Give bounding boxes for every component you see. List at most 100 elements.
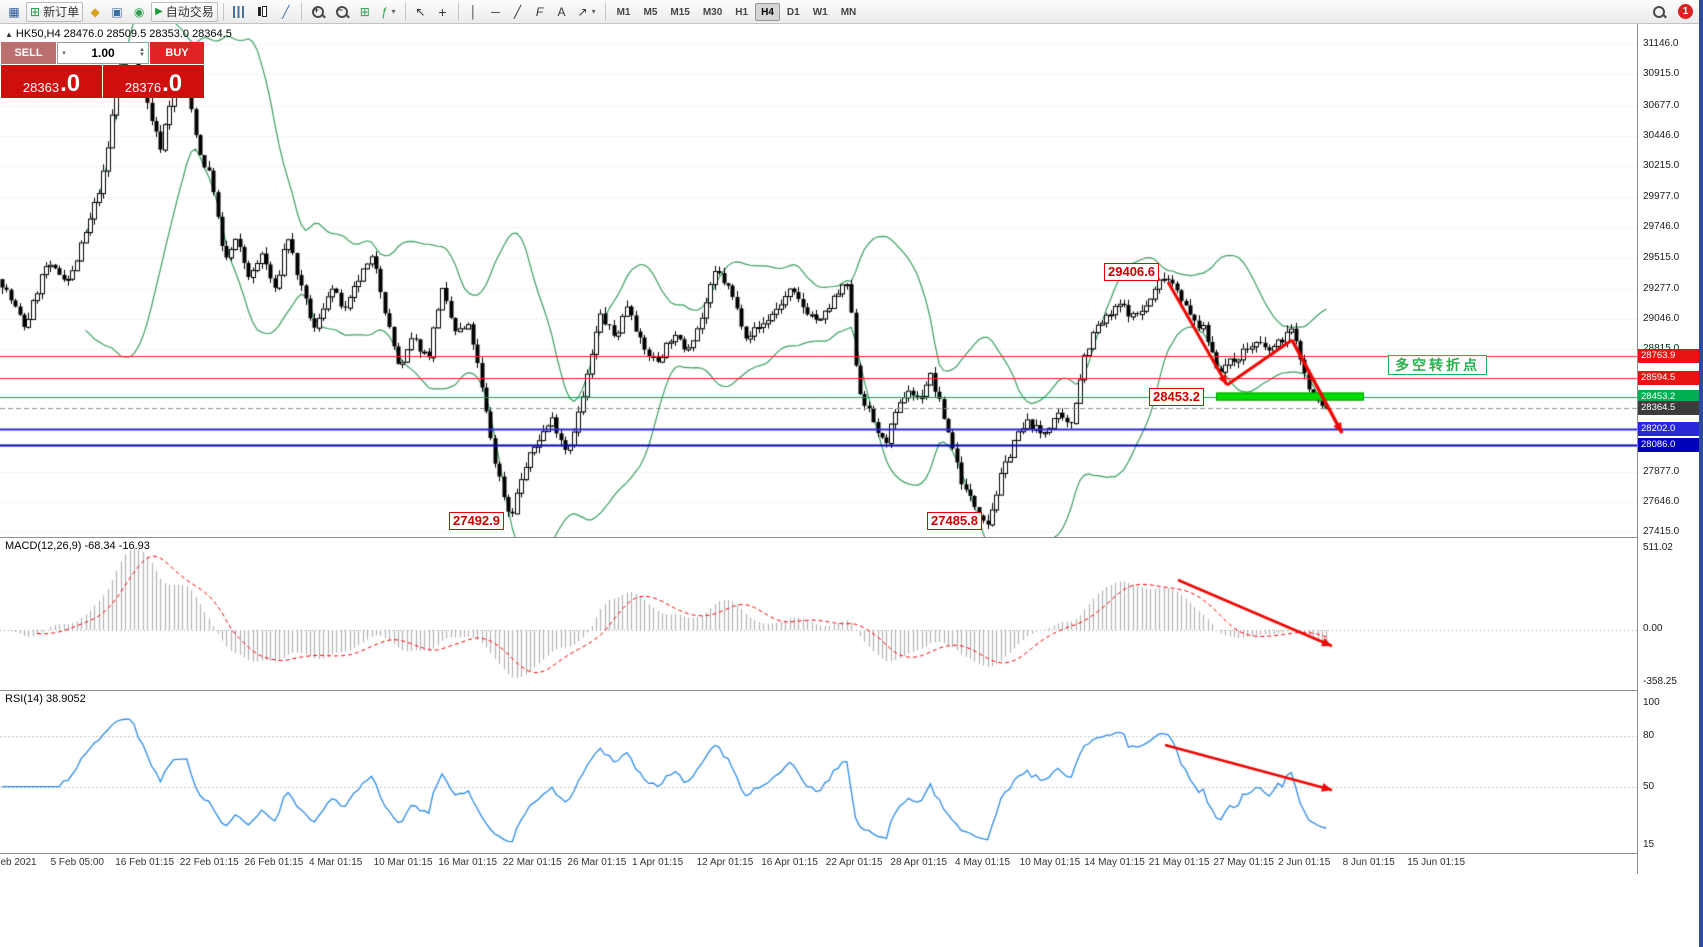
volume-dropdown-icon[interactable]: ▾ [62, 50, 66, 57]
fibonacci-tool-icon[interactable]: F [535, 4, 544, 19]
price-tick: 30915.0 [1643, 68, 1680, 80]
separator [300, 2, 302, 21]
crosshair-icon[interactable]: + [438, 3, 447, 20]
rsi-label: RSI(14) 38.9052 [5, 693, 86, 705]
one-click-trading-panel: SELL ▾ 1.00 ▲ ▼ BUY 28363 .0 28376 .0 [1, 42, 204, 98]
cursor-icon[interactable]: ↖ [415, 4, 426, 19]
timeframe-w1[interactable]: W1 [812, 6, 828, 18]
price-tick: 28815.0 [1643, 343, 1679, 354]
chart-window-icon[interactable]: ▦ [8, 4, 20, 19]
chart-annotation-march-low[interactable]: 27492.9 [449, 512, 504, 530]
time-axis[interactable]: 1 Feb 2021 5 Feb 05:00 16 Feb 01:15 22 Feb … [0, 854, 1637, 874]
time-label: 22 Mar 01:15 [502, 857, 562, 868]
spin-up-icon[interactable]: ▲ [139, 47, 145, 53]
text-tool-icon[interactable]: A [557, 4, 566, 19]
timeframe-h4[interactable]: H4 [755, 2, 780, 21]
axis-border [1637, 24, 1638, 874]
trendline-tool-icon[interactable]: ╱ [513, 4, 522, 19]
price-tick: 29515.0 [1643, 251, 1680, 263]
timeframe-m30[interactable]: M30 [702, 6, 723, 18]
macd-axis-value: 0.00 [1643, 623, 1663, 634]
timeframe-d1[interactable]: D1 [786, 6, 800, 18]
main-chart-canvas[interactable] [0, 24, 1637, 537]
price-axis[interactable]: 31146.0 30915.0 30677.0 30446.0 30215.0 29977… [1638, 24, 1703, 874]
time-label: 1 Feb 2021 [0, 857, 37, 868]
zoom-in-icon[interactable]: + [307, 2, 329, 22]
time-label: 28 Apr 01:15 [890, 857, 948, 868]
time-label: 12 Apr 01:15 [696, 857, 754, 868]
rsi-axis-value: 50 [1643, 780, 1655, 792]
price-tick: 30677.0 [1643, 99, 1680, 111]
rsi-panel-canvas[interactable] [0, 691, 1637, 853]
autotrade-button[interactable]: ▶ 自动交易 [151, 1, 218, 22]
panel-separator[interactable] [0, 537, 1703, 538]
timeframe-bar: M1 M5 M15 M30 H1 H4 D1 W1 MN [611, 2, 863, 21]
spin-down-icon[interactable]: ▼ [139, 52, 145, 58]
price-tag: 28202.0 [1638, 422, 1702, 437]
window-edge [1699, 0, 1703, 947]
price-tag: 28086.0 [1638, 437, 1702, 452]
price-tick: 27877.0 [1643, 465, 1680, 477]
autotrade-label: 自动交易 [165, 5, 214, 19]
symbol-ohlc-info: ▲ HK50,H4 28476.0 28509.5 28353.0 28364.5 [5, 28, 232, 40]
timeframe-m5[interactable]: M5 [643, 6, 658, 18]
chart-annotation-may-low[interactable]: 27485.8 [927, 512, 982, 530]
volume-stepper[interactable]: ▾ 1.00 ▲ ▼ [57, 42, 149, 64]
panel-separator[interactable] [0, 690, 1703, 691]
volume-value[interactable]: 1.00 [91, 46, 115, 60]
vline-tool-icon[interactable]: │ [469, 4, 478, 19]
timeframe-m15[interactable]: M15 [670, 6, 690, 18]
separator [604, 2, 606, 21]
time-label: 26 Feb 01:15 [244, 857, 304, 868]
buy-price[interactable]: 28376 .0 [103, 65, 204, 98]
price-tick: 30446.0 [1643, 129, 1680, 141]
macd-axis-value: 511.02 [1643, 542, 1673, 553]
chart-region: ▲ HK50,H4 28476.0 28509.5 28353.0 28364.5… [0, 24, 1703, 874]
chart-annotation-turning-point[interactable]: 多空转折点 [1388, 355, 1487, 375]
indicators-icon[interactable]: ƒ ▾ [380, 4, 396, 19]
bar-chart-icon[interactable] [229, 2, 250, 22]
price-tag: 28594.5 [1638, 371, 1702, 386]
rsi-axis-value: 80 [1643, 730, 1655, 742]
candlestick-chart-icon[interactable] [252, 2, 274, 22]
time-label: 16 Feb 01:15 [115, 857, 175, 868]
new-order-label: 新订单 [43, 5, 80, 19]
data-window-icon[interactable]: ▣ [111, 4, 123, 19]
market-watch-icon[interactable]: ◆ [90, 4, 100, 19]
rsi-axis-value: 100 [1643, 697, 1660, 708]
line-chart-icon[interactable]: ╱ [282, 4, 290, 19]
collapse-triangle-icon: ▲ [5, 30, 13, 39]
chart-annotation-pivot-price[interactable]: 28453.2 [1149, 388, 1204, 406]
time-label: 10 Mar 01:15 [373, 857, 433, 868]
time-label: 10 May 01:15 [1019, 857, 1081, 868]
sell-button[interactable]: SELL [1, 42, 56, 64]
buy-button[interactable]: BUY [150, 42, 204, 64]
zoom-out-icon[interactable]: − [331, 2, 353, 22]
timeframe-mn[interactable]: MN [840, 6, 857, 18]
rsi-axis-value: 15 [1643, 839, 1655, 850]
new-order-button[interactable]: ⊞ 新订单 [26, 1, 84, 22]
arrows-tool-icon[interactable]: ↗ ▾ [577, 4, 596, 19]
search-icon[interactable] [1648, 2, 1670, 22]
price-tick: 29746.0 [1643, 221, 1680, 233]
time-label: 22 Feb 01:15 [179, 857, 239, 868]
notification-badge[interactable]: 1 [1678, 4, 1693, 19]
macd-axis-value: -358.25 [1643, 676, 1677, 687]
time-label: 16 Mar 01:15 [438, 857, 498, 868]
hline-tool-icon[interactable]: ─ [491, 4, 500, 19]
navigator-icon[interactable]: ◉ [133, 4, 145, 19]
tile-windows-icon[interactable]: ⊞ [359, 4, 370, 19]
chevron-down-icon: ▾ [591, 7, 596, 16]
timeframe-m1[interactable]: M1 [616, 6, 631, 18]
price-tick: 27415.0 [1643, 526, 1680, 538]
sell-price[interactable]: 28363 .0 [1, 65, 102, 98]
price-tag: 28364.5 [1638, 401, 1702, 416]
volume-spin-buttons[interactable]: ▲ ▼ [136, 47, 148, 58]
timeframe-h1[interactable]: H1 [735, 6, 749, 18]
separator [457, 2, 459, 21]
macd-panel-canvas[interactable] [0, 538, 1637, 690]
time-label: 22 Apr 01:15 [825, 857, 883, 868]
time-label: 4 Mar 01:15 [309, 857, 363, 868]
plus-chart-icon: ⊞ [30, 4, 41, 19]
chart-annotation-peak-price[interactable]: 29406.6 [1104, 263, 1159, 281]
